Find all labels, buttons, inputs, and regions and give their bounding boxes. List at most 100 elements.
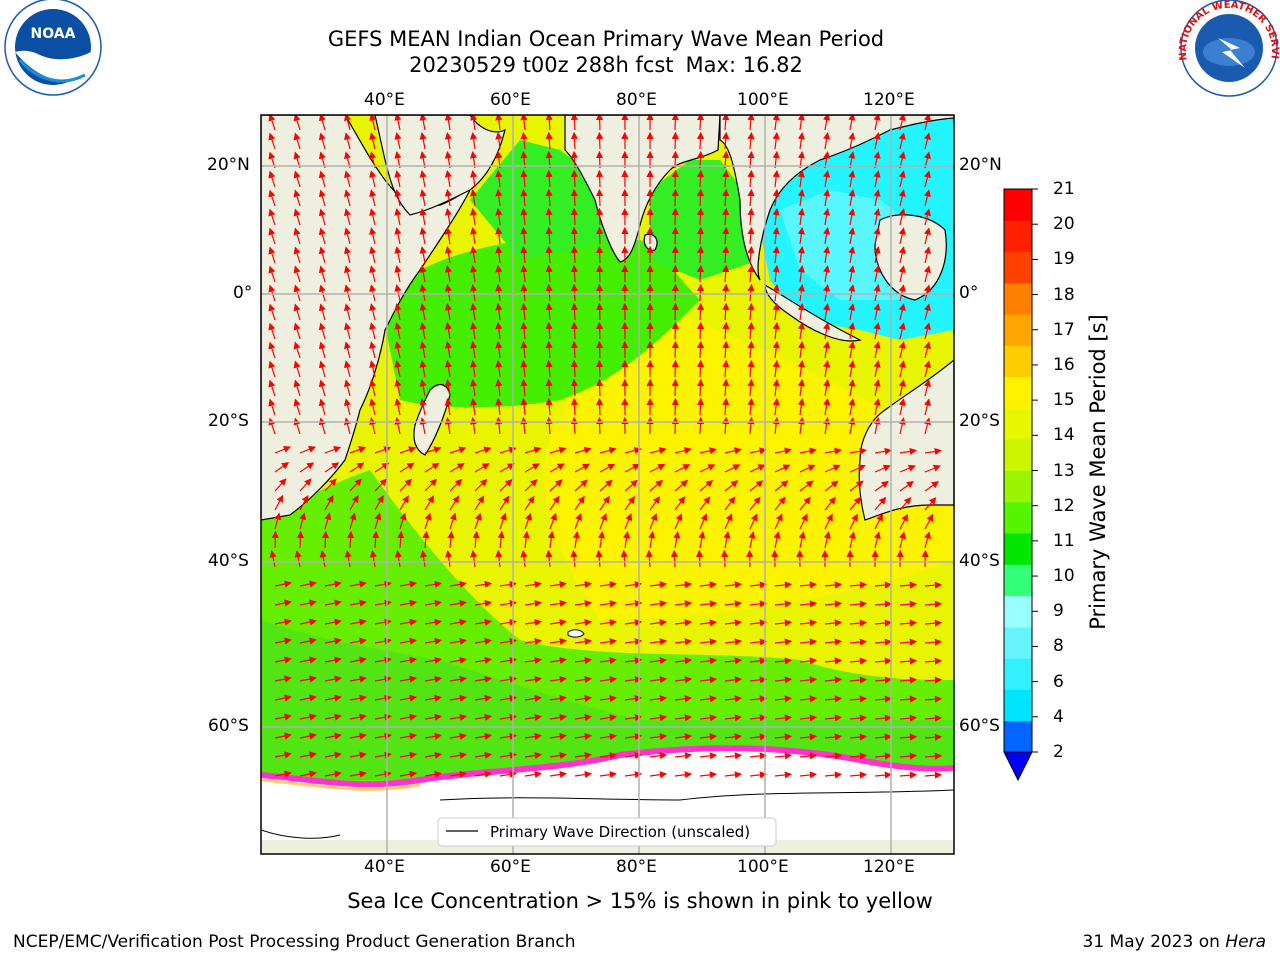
wave-direction-arrow <box>268 189 276 207</box>
wave-direction-arrow <box>394 398 402 416</box>
wave-direction-arrow <box>444 379 452 397</box>
wave-direction-arrow <box>545 378 553 397</box>
wave-direction-arrow <box>873 417 881 435</box>
wave-direction-arrow <box>747 378 755 397</box>
wave-direction-arrow <box>696 188 705 207</box>
wave-direction-arrow <box>444 170 452 188</box>
wave-direction-arrow <box>495 169 503 188</box>
wave-direction-arrow <box>699 733 718 741</box>
wave-direction-arrow <box>574 512 582 530</box>
wave-direction-arrow <box>449 751 467 759</box>
wave-direction-arrow <box>549 694 567 703</box>
wave-direction-arrow <box>524 751 542 760</box>
wave-direction-arrow <box>899 496 912 511</box>
wave-direction-arrow <box>874 714 893 722</box>
wave-direction-arrow <box>324 495 334 511</box>
wave-direction-arrow <box>724 638 743 646</box>
wave-direction-arrow <box>747 115 755 131</box>
wave-direction-arrow <box>824 695 843 703</box>
wave-direction-arrow <box>299 713 317 721</box>
wave-direction-arrow <box>274 656 292 664</box>
wave-direction-arrow <box>499 512 507 530</box>
wave-direction-arrow <box>849 638 868 646</box>
wave-direction-arrow <box>671 188 679 207</box>
wave-direction-arrow <box>899 447 917 455</box>
wave-direction-arrow <box>324 713 342 721</box>
wave-direction-arrow <box>772 283 780 302</box>
wave-direction-arrow <box>293 379 301 397</box>
wave-direction-arrow <box>394 189 402 207</box>
wave-direction-arrow <box>674 714 693 722</box>
wave-direction-arrow <box>299 618 317 626</box>
northern-green-zone <box>380 235 700 408</box>
wave-direction-arrow <box>797 417 805 435</box>
wave-direction-arrow <box>549 770 567 779</box>
wave-direction-arrow <box>722 321 730 340</box>
wave-direction-arrow <box>824 447 842 455</box>
wave-direction-arrow <box>495 416 503 435</box>
wave-direction-arrow <box>369 189 377 207</box>
wave-direction-arrow <box>696 245 705 264</box>
wave-direction-arrow <box>424 580 442 588</box>
wave-direction-arrow <box>749 447 767 455</box>
wave-direction-arrow <box>824 638 843 646</box>
wave-direction-arrow <box>424 694 442 702</box>
wave-direction-arrow <box>274 512 282 530</box>
wave-direction-arrow <box>574 463 591 473</box>
lon-label-bottom-120e: 120°E <box>863 857 915 877</box>
max-value: Max: 16.82 <box>685 53 803 77</box>
wave-direction-arrow <box>899 513 908 530</box>
wave-direction-arrow <box>797 322 805 340</box>
wave-direction-arrow <box>774 752 793 760</box>
wave-direction-arrow <box>849 733 868 741</box>
wave-direction-arrow <box>624 463 641 473</box>
wave-direction-arrow <box>344 303 351 321</box>
wave-direction-arrow <box>495 207 503 226</box>
wave-direction-arrow <box>474 694 492 702</box>
wave-direction-arrow <box>747 188 755 207</box>
wave-direction-arrow <box>549 675 567 684</box>
wave-direction-arrow <box>749 619 768 627</box>
wave-direction-arrow <box>495 359 503 378</box>
wave-direction-arrow <box>747 131 755 150</box>
wave-direction-arrow <box>596 340 604 359</box>
wave-direction-arrow <box>649 714 668 722</box>
wave-direction-arrow <box>520 321 528 340</box>
wave-direction-arrow <box>449 495 460 511</box>
wave-direction-arrow <box>344 417 351 435</box>
wave-direction-arrow <box>318 227 326 245</box>
wave-direction-arrow <box>722 397 730 416</box>
wave-direction-arrow <box>699 447 717 455</box>
wave-direction-arrow <box>293 170 301 188</box>
wave-direction-arrow <box>419 208 427 226</box>
wave-direction-arrow <box>524 656 542 665</box>
wave-direction-arrow <box>596 283 604 302</box>
wave-direction-arrow <box>674 657 693 665</box>
wave-direction-arrow <box>899 657 918 665</box>
wave-direction-arrow <box>873 246 881 264</box>
colorbar-segment <box>1004 189 1032 221</box>
wave-direction-arrow <box>749 600 768 608</box>
wave-direction-arrow <box>374 675 392 683</box>
wave-direction-arrow <box>596 131 604 150</box>
wave-direction-arrow <box>674 619 693 627</box>
wave-direction-arrow <box>747 359 755 378</box>
wave-direction-arrow <box>923 341 931 359</box>
wave-direction-arrow <box>570 302 579 321</box>
wave-direction-arrow <box>772 226 780 245</box>
wave-direction-arrow <box>749 733 768 741</box>
wave-direction-arrow <box>674 581 693 589</box>
wave-direction-arrow <box>671 169 679 188</box>
lat-label-right-0: 0° <box>959 283 979 303</box>
wave-direction-arrow <box>899 531 906 549</box>
wave-direction-arrow <box>824 600 843 608</box>
wave-direction-arrow <box>848 303 856 321</box>
wave-direction-arrow <box>848 531 856 549</box>
wave-direction-arrow <box>495 245 503 264</box>
wave-direction-arrow <box>570 115 579 131</box>
wave-direction-arrow <box>722 207 730 226</box>
wave-direction-arrow <box>596 207 604 226</box>
lat-label-left-60s: 60°S <box>208 716 249 736</box>
wave-direction-arrow <box>724 581 743 589</box>
wave-direction-arrow <box>324 751 342 759</box>
